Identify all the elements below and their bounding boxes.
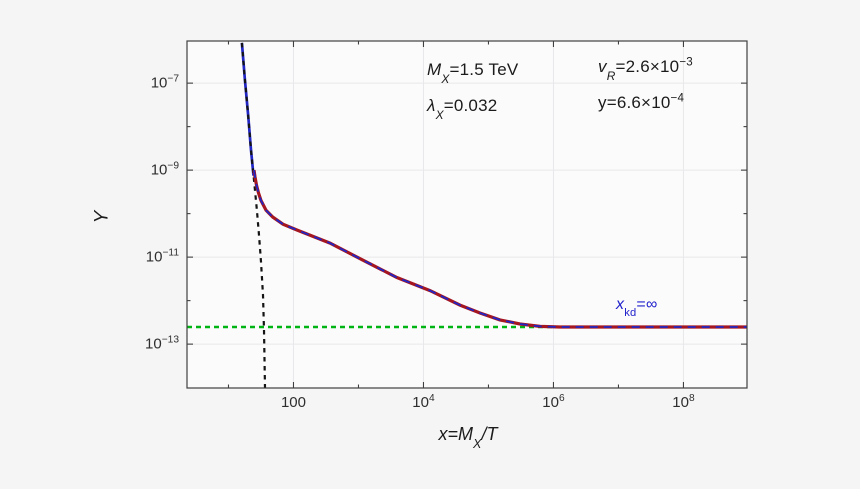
x-tick-label: 100	[281, 394, 306, 411]
text-part: R	[606, 68, 616, 83]
text-part: =0.032	[443, 96, 498, 115]
text-part: =2.6×10	[615, 57, 680, 76]
text-part: /T	[481, 424, 498, 444]
text-part: 10	[542, 394, 559, 411]
x-tick-label: 108	[672, 393, 695, 411]
text-part: x=M	[438, 424, 474, 444]
text-part: 10	[672, 394, 689, 411]
text-part: −3	[679, 56, 693, 69]
text-part: 6	[558, 393, 565, 404]
text-part: −11	[162, 247, 179, 259]
text-part: =∞	[636, 296, 658, 313]
y-tick-label: 10−13	[145, 334, 179, 353]
text-part: X	[441, 71, 450, 86]
text-part: 10	[150, 74, 168, 92]
text-part: 4	[428, 393, 435, 404]
axis-ticks	[187, 41, 747, 388]
x-tick-label: 106	[542, 393, 565, 411]
annotation-vr-param: vR=2.6×10−3	[598, 56, 693, 82]
annotation-y-param: y=6.6×10−4	[598, 93, 684, 113]
text-part: 10	[150, 161, 168, 179]
plot-frame	[186, 40, 748, 389]
text-part: X	[435, 107, 444, 122]
text-part: −7	[167, 73, 179, 85]
text-part: λ	[427, 96, 436, 115]
text-part: M	[427, 60, 442, 79]
text-part: =1.5 TeV	[449, 60, 519, 79]
y-tick-label: 10−9	[150, 160, 179, 179]
equilibrium-black-dashed	[240, 42, 267, 388]
x-tick-label: 104	[412, 393, 435, 411]
text-part: x	[616, 296, 625, 313]
text-part: −9	[167, 160, 179, 172]
gridlines	[187, 41, 747, 388]
kd-equilibrium-blue-solid	[240, 42, 255, 176]
text-part: 100	[280, 394, 306, 411]
plot-area	[187, 41, 747, 388]
annotation-xkd-label: xkd=∞	[616, 296, 658, 319]
text-part: −13	[161, 334, 179, 346]
annotation-lambda-param: λX=0.032	[427, 96, 498, 121]
text-part: kd	[624, 307, 637, 320]
text-part: 10	[145, 248, 163, 266]
series-group	[187, 42, 747, 388]
y-tick-label: 10−7	[150, 73, 179, 92]
x-axis-label: x=MX/T	[438, 424, 498, 450]
y-tick-label: 10−11	[145, 247, 179, 266]
text-part: 10	[412, 394, 429, 411]
annotation-mass-param: MX=1.5 TeV	[427, 60, 519, 85]
text-part: X	[473, 437, 482, 452]
text-part: 8	[688, 393, 695, 404]
text-part: y=6.6×10	[598, 93, 671, 112]
kd-overlay-blue-dashed	[253, 169, 747, 328]
y-axis-label: Y	[91, 210, 113, 224]
text-part: −4	[670, 92, 685, 105]
text-part: v	[598, 57, 607, 76]
text-part: 10	[145, 335, 162, 353]
